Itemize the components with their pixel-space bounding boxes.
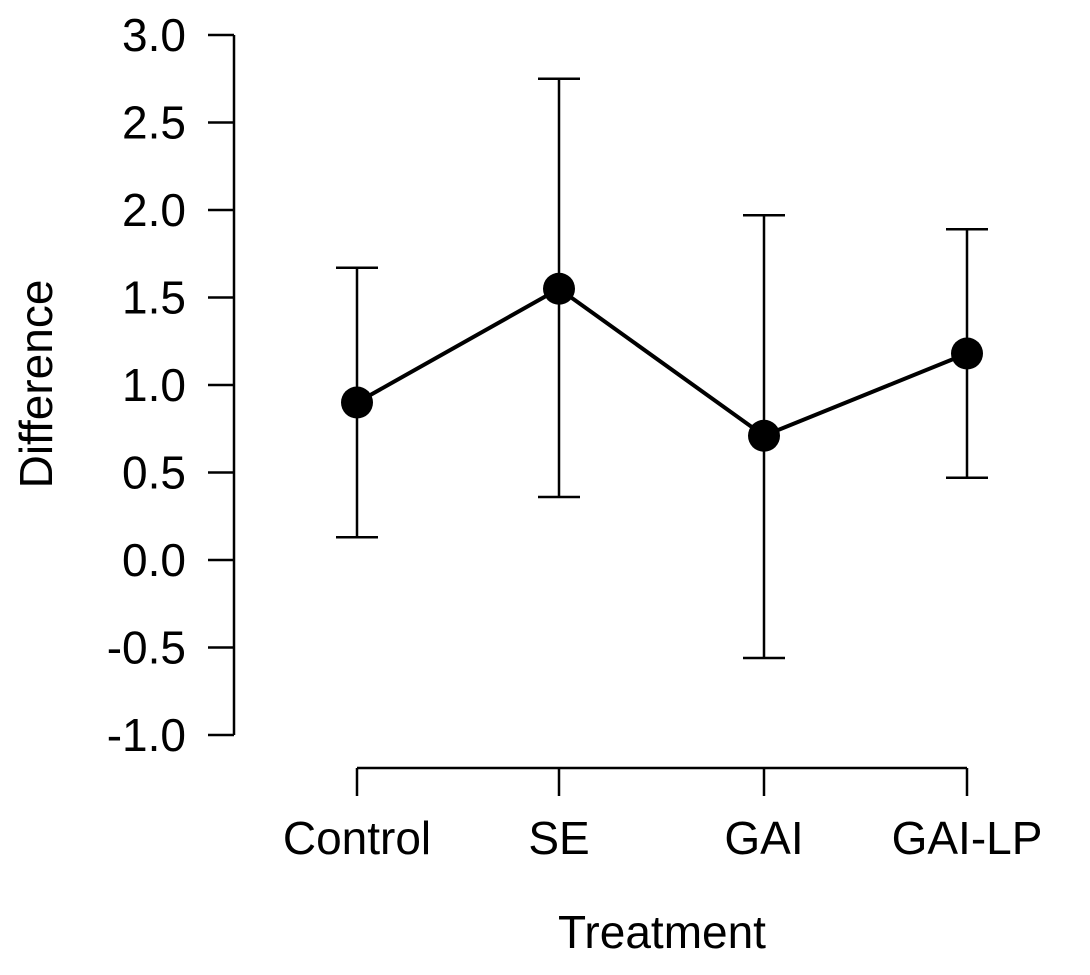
y-tick-label: 1.0 xyxy=(122,359,186,411)
y-tick-label: 0.0 xyxy=(122,534,186,586)
y-axis: -1.0 -0.5 0.0 0.5 1.0 1.5 2.0 2.5 3.0 xyxy=(107,9,236,761)
y-tick-label: -1.0 xyxy=(107,709,186,761)
data-point xyxy=(748,419,780,452)
y-tick-label: 2.0 xyxy=(122,184,186,236)
data-point xyxy=(543,272,575,305)
x-tick-label: GAI-LP xyxy=(892,812,1043,864)
y-axis-title: Difference xyxy=(10,280,62,489)
y-tick-label: 2.5 xyxy=(122,97,186,149)
x-tick-label: GAI xyxy=(724,812,803,864)
x-axis-title: Treatment xyxy=(558,906,766,958)
x-axis: Control SE GAI GAI-LP xyxy=(283,766,1043,864)
x-tick-label: SE xyxy=(528,812,589,864)
y-tick-label: -0.5 xyxy=(107,622,186,674)
y-tick-label: 0.5 xyxy=(122,447,186,499)
data-point xyxy=(951,337,983,370)
plot-area xyxy=(336,77,988,660)
series-line xyxy=(356,286,968,439)
y-tick-label: 1.5 xyxy=(122,272,186,324)
y-tick-label: 3.0 xyxy=(122,9,186,61)
x-tick-label: Control xyxy=(283,812,431,864)
data-point xyxy=(341,386,373,419)
